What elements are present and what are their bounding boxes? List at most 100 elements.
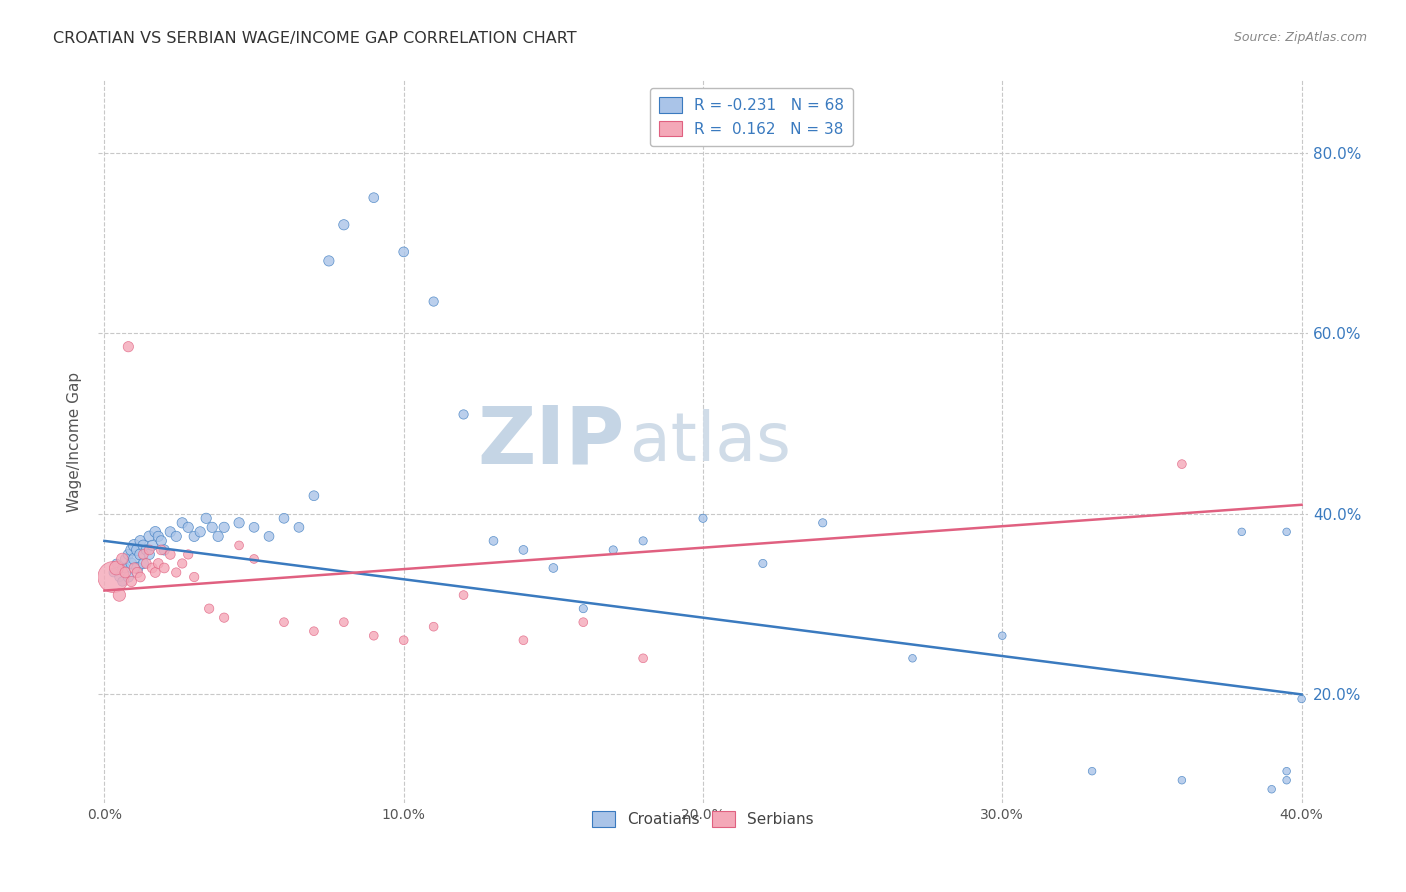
Point <box>198 601 221 615</box>
Point <box>1171 773 1194 788</box>
Point <box>243 520 266 534</box>
Point <box>138 542 160 557</box>
Point <box>692 511 714 525</box>
Point <box>273 511 295 525</box>
Point <box>129 570 152 584</box>
Point <box>120 574 142 589</box>
Point <box>141 538 163 552</box>
Point <box>1171 457 1194 471</box>
Point <box>153 542 176 557</box>
Point <box>811 516 834 530</box>
Point <box>207 529 229 543</box>
Point <box>1081 764 1104 779</box>
Point <box>111 561 134 575</box>
Point <box>124 561 146 575</box>
Point <box>288 520 311 534</box>
Point <box>172 557 194 571</box>
Point <box>148 557 170 571</box>
Point <box>243 552 266 566</box>
Point <box>602 542 624 557</box>
Point <box>228 538 250 552</box>
Text: ZIP: ZIP <box>477 402 624 481</box>
Point <box>512 633 534 648</box>
Point <box>143 566 166 580</box>
Point <box>105 561 128 575</box>
Point <box>117 548 139 562</box>
Point <box>120 557 142 571</box>
Point <box>901 651 924 665</box>
Point <box>631 533 654 548</box>
Point <box>302 489 325 503</box>
Point <box>333 615 356 630</box>
Point <box>114 566 136 580</box>
Point <box>422 294 444 309</box>
Point <box>127 561 149 575</box>
Point <box>117 340 139 354</box>
Point <box>453 588 475 602</box>
Point <box>1230 524 1253 539</box>
Point <box>111 574 134 589</box>
Point <box>177 548 200 562</box>
Text: Source: ZipAtlas.com: Source: ZipAtlas.com <box>1233 31 1367 45</box>
Point <box>318 253 340 268</box>
Point <box>991 629 1014 643</box>
Point <box>177 520 200 534</box>
Point <box>543 561 565 575</box>
Point <box>124 552 146 566</box>
Point <box>257 529 280 543</box>
Point <box>752 557 775 571</box>
Point <box>183 529 205 543</box>
Point <box>363 191 385 205</box>
Point <box>103 570 125 584</box>
Point <box>201 520 224 534</box>
Point <box>138 548 160 562</box>
Point <box>392 633 415 648</box>
Point <box>1275 524 1298 539</box>
Point <box>108 570 131 584</box>
Point <box>188 524 211 539</box>
Point <box>165 566 187 580</box>
Point <box>103 566 125 580</box>
Point <box>363 629 385 643</box>
Point <box>572 601 595 615</box>
Point <box>105 557 128 571</box>
Point <box>228 516 250 530</box>
Point <box>120 542 142 557</box>
Point <box>141 561 163 575</box>
Point <box>132 538 155 552</box>
Point <box>195 511 218 525</box>
Legend: Croatians, Serbians: Croatians, Serbians <box>585 804 821 835</box>
Text: atlas: atlas <box>630 409 792 475</box>
Y-axis label: Wage/Income Gap: Wage/Income Gap <box>66 371 82 512</box>
Point <box>129 548 152 562</box>
Point <box>512 542 534 557</box>
Point <box>143 524 166 539</box>
Point <box>148 529 170 543</box>
Point <box>302 624 325 639</box>
Point <box>212 520 235 534</box>
Point <box>124 538 146 552</box>
Point <box>631 651 654 665</box>
Point <box>129 533 152 548</box>
Point <box>132 548 155 562</box>
Point <box>1260 782 1282 797</box>
Point <box>138 529 160 543</box>
Point <box>392 244 415 259</box>
Point <box>135 557 157 571</box>
Point <box>333 218 356 232</box>
Point <box>183 570 205 584</box>
Point <box>159 548 181 562</box>
Point <box>111 552 134 566</box>
Point <box>114 561 136 575</box>
Point <box>127 566 149 580</box>
Point <box>422 620 444 634</box>
Point <box>1275 764 1298 779</box>
Point <box>108 588 131 602</box>
Point <box>150 533 173 548</box>
Text: CROATIAN VS SERBIAN WAGE/INCOME GAP CORRELATION CHART: CROATIAN VS SERBIAN WAGE/INCOME GAP CORR… <box>53 31 576 46</box>
Point <box>1291 692 1313 706</box>
Point <box>572 615 595 630</box>
Point <box>117 570 139 584</box>
Point <box>150 542 173 557</box>
Point <box>114 552 136 566</box>
